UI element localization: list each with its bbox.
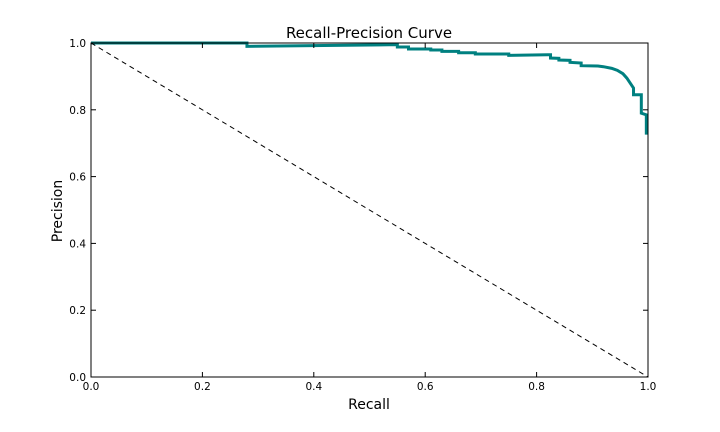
x-tick-label: 1.0 [640, 381, 657, 393]
x-tick-label: 0.2 [194, 381, 211, 393]
y-tick-label: 0.4 [69, 238, 86, 250]
y-tick-label: 0.0 [69, 372, 86, 384]
y-tick-label: 0.6 [69, 172, 86, 184]
tick-layer: 0.0 0.2 0.4 0.6 0.8 1.0 0.0 0.2 0.4 0.6 0.8 1.0 [69, 38, 656, 393]
series-layer [90, 41, 649, 378]
x-axis-label: Recall [348, 397, 390, 413]
baseline-series-line [90, 42, 649, 378]
y-tick-label: 1.0 [69, 38, 86, 50]
y-tick-label: 0.8 [69, 105, 86, 117]
chart-title: Recall-Precision Curve [286, 24, 452, 42]
precision-series-line [91, 41, 648, 135]
x-tick-label: 0.8 [528, 381, 545, 393]
x-tick-label: 0.4 [305, 381, 322, 393]
y-tick-label: 0.2 [69, 305, 86, 317]
x-tick-label: 0.6 [417, 381, 434, 393]
y-axis-label: Precision [50, 180, 66, 242]
x-tick-label: 0.0 [83, 381, 100, 393]
plot-frame [90, 42, 649, 378]
